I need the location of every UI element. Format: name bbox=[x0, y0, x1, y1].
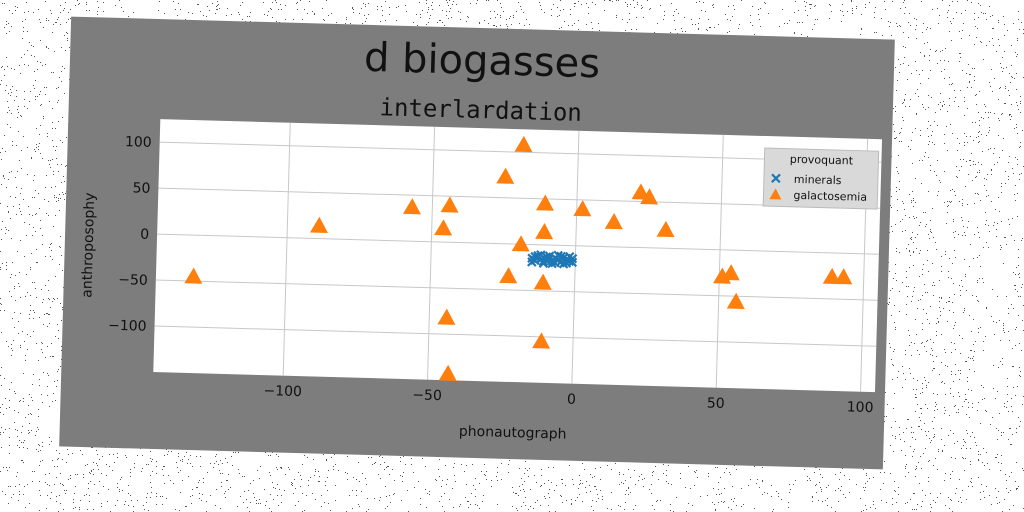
point-minerals bbox=[553, 250, 563, 261]
axis-ticks: −100 −50 0 50 100 −100 −50 0 50 100 bbox=[108, 134, 874, 416]
point-galactosemia bbox=[822, 267, 841, 285]
point-minerals bbox=[530, 251, 540, 262]
point-galactosemia bbox=[535, 194, 554, 211]
data-points bbox=[184, 135, 853, 382]
x-tick-label: 0 bbox=[567, 392, 576, 408]
x-tick-label: −100 bbox=[263, 383, 302, 400]
legend-marker-galactosemia bbox=[769, 188, 782, 200]
x-axis-label: phonautograph bbox=[459, 424, 567, 443]
y-grid-line bbox=[155, 279, 878, 301]
legend-box bbox=[762, 147, 880, 210]
point-minerals bbox=[541, 255, 552, 266]
point-minerals bbox=[558, 258, 569, 269]
legend: provoquant minerals galactosemia bbox=[762, 147, 880, 210]
point-galactosemia bbox=[511, 235, 530, 252]
point-minerals bbox=[564, 251, 575, 262]
point-galactosemia bbox=[402, 198, 421, 215]
point-galactosemia bbox=[535, 222, 554, 240]
point-galactosemia bbox=[440, 196, 459, 213]
point-minerals bbox=[567, 257, 578, 268]
y-tick-label: 100 bbox=[125, 134, 152, 151]
point-minerals bbox=[547, 258, 557, 269]
point-galactosemia bbox=[573, 200, 592, 217]
point-galactosemia bbox=[309, 216, 328, 233]
x-tick-label: 50 bbox=[707, 395, 725, 411]
x-tick-label: −50 bbox=[412, 387, 442, 404]
y-tick-label: −50 bbox=[118, 272, 148, 289]
point-galactosemia bbox=[726, 292, 745, 310]
point-galactosemia bbox=[640, 188, 659, 205]
point-galactosemia bbox=[438, 364, 457, 382]
point-galactosemia bbox=[499, 267, 518, 284]
point-galactosemia bbox=[533, 273, 552, 290]
y-axis-label: anthroposophy bbox=[79, 192, 98, 298]
point-galactosemia bbox=[437, 308, 456, 325]
point-galactosemia bbox=[514, 135, 533, 153]
x-tick-label: 100 bbox=[847, 399, 874, 416]
x-grid-line bbox=[282, 122, 291, 376]
point-galactosemia bbox=[631, 183, 650, 200]
point-galactosemia bbox=[496, 167, 515, 184]
chart-figure: d biogasses interlardation −100 −50 0 50 100… bbox=[59, 16, 895, 470]
y-grid-line bbox=[158, 187, 881, 209]
legend-label-minerals: minerals bbox=[794, 173, 842, 187]
point-galactosemia bbox=[656, 220, 675, 238]
legend-marker-minerals bbox=[771, 173, 781, 184]
point-galactosemia bbox=[434, 219, 453, 236]
y-tick-label: 0 bbox=[140, 227, 149, 243]
plot-area bbox=[153, 119, 883, 393]
legend-label-galactosemia: galactosemia bbox=[793, 189, 867, 204]
legend-title: provoquant bbox=[790, 153, 854, 168]
point-galactosemia bbox=[604, 212, 623, 230]
y-tick-label: −100 bbox=[108, 318, 147, 335]
scatter-plot: −100 −50 0 50 100 −100 −50 0 50 100 provoquant mi… bbox=[79, 119, 883, 443]
point-galactosemia bbox=[532, 332, 551, 349]
y-grid-line bbox=[159, 141, 882, 163]
point-galactosemia bbox=[834, 268, 853, 285]
y-grid-line bbox=[154, 325, 877, 347]
point-galactosemia bbox=[721, 264, 740, 281]
point-galactosemia bbox=[184, 267, 203, 284]
y-tick-label: 50 bbox=[132, 180, 150, 196]
x-grid-line bbox=[715, 134, 724, 388]
x-grid-line bbox=[427, 126, 436, 380]
